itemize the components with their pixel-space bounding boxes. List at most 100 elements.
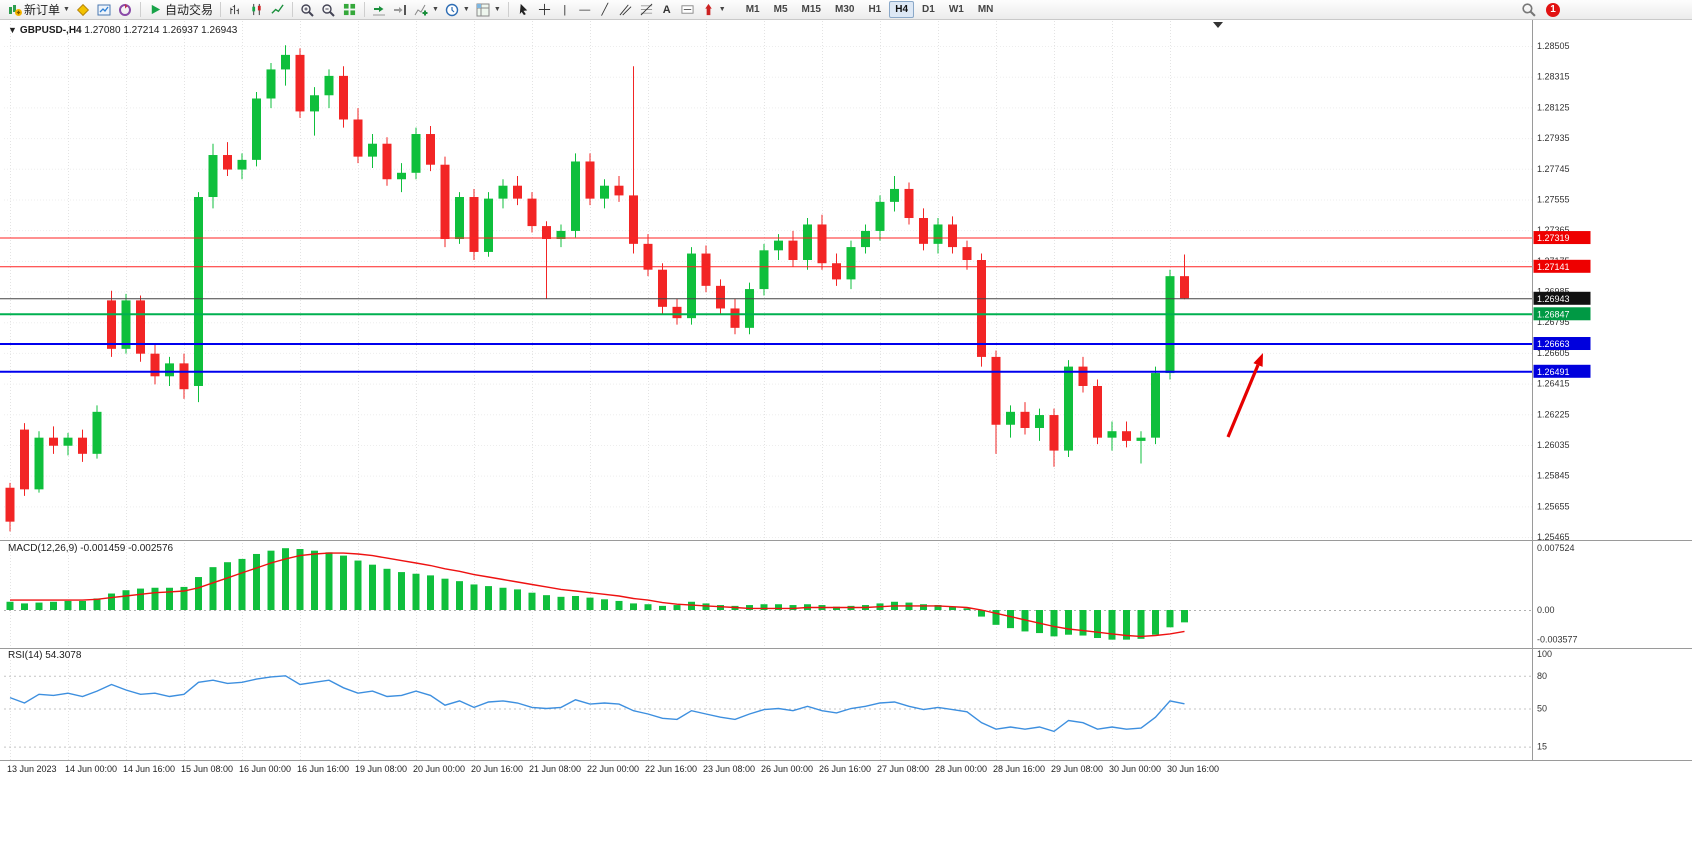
- new-order-button[interactable]: 新订单 ▼: [4, 1, 73, 19]
- price-badge-label: 1.27319: [1537, 233, 1570, 243]
- autoscroll-button[interactable]: [369, 1, 390, 19]
- price-badge-label: 1.26663: [1537, 339, 1570, 349]
- macd-histogram-bar: [514, 589, 521, 610]
- candle: [49, 437, 58, 446]
- chart-shift-button[interactable]: [390, 1, 411, 19]
- zoom-out-button[interactable]: [318, 1, 339, 19]
- timeframe-button-h1[interactable]: H1: [868, 4, 882, 15]
- text-tool-button[interactable]: A: [657, 1, 677, 19]
- chevron-down-icon: ▼: [63, 6, 70, 13]
- periods-button[interactable]: ▼: [442, 1, 473, 19]
- zoom-in-button[interactable]: [297, 1, 318, 19]
- timeframe-button-h4[interactable]: H4: [889, 1, 915, 18]
- time-axis-label: 15 Jun 08:00: [181, 764, 233, 774]
- macd-histogram-bar: [209, 567, 217, 610]
- candle: [368, 143, 377, 157]
- macd-histogram-bar: [1050, 610, 1058, 637]
- toolbar: 新订单 ▼ 自动交易: [0, 0, 1692, 20]
- candle: [179, 363, 189, 390]
- chevron-down-icon: ▼: [462, 6, 470, 13]
- trendline-tool-button[interactable]: ╱: [595, 1, 615, 19]
- price-badge: [1533, 364, 1591, 378]
- macd-histogram-bar: [427, 575, 434, 610]
- timeframe-button-m30[interactable]: M30: [834, 4, 855, 15]
- price-badge: [1533, 231, 1591, 245]
- timeframe-button-m15[interactable]: M15: [801, 4, 821, 15]
- macd-histogram-bar: [137, 588, 144, 610]
- symbol-label: GBPUSD-,H4: [19, 25, 82, 36]
- candle: [803, 224, 812, 261]
- candle: [455, 197, 464, 240]
- price-axis-label: 1.27745: [1537, 164, 1570, 174]
- candle: [121, 300, 131, 349]
- vertical-line-tool-button[interactable]: |: [555, 1, 575, 19]
- time-axis-label: 27 Jun 08:00: [877, 764, 929, 774]
- indicators-icon: [414, 2, 429, 17]
- horizontal-line-icon: —: [579, 3, 591, 16]
- time-axis-label: 20 Jun 16:00: [471, 764, 523, 774]
- arrows-tool-button[interactable]: ▼: [698, 1, 729, 19]
- price-badge-label: 1.26943: [1537, 294, 1570, 304]
- price-axis-label: 1.26985: [1537, 287, 1570, 297]
- market-watch-button[interactable]: [94, 1, 115, 19]
- macd-histogram-bar: [282, 548, 289, 610]
- candle: [875, 201, 885, 231]
- candle: [223, 155, 232, 170]
- notification-badge[interactable]: 1: [1546, 2, 1560, 17]
- autotrading-label: 自动交易: [164, 3, 213, 17]
- timeframe-button-d1[interactable]: D1: [922, 4, 935, 15]
- zoom-in-icon: [300, 2, 315, 17]
- metaeditor-button[interactable]: [73, 1, 94, 19]
- crosshair-tool-button[interactable]: [534, 1, 555, 19]
- macd-histogram-bar: [644, 604, 652, 610]
- one-click-trading-toggle[interactable]: ▼: [8, 25, 17, 35]
- horizontal-line-tool-button[interactable]: —: [575, 1, 595, 19]
- macd-histogram-bar: [934, 605, 942, 610]
- candle: [527, 198, 537, 227]
- indicators-button[interactable]: ▼: [411, 1, 442, 19]
- tile-windows-button[interactable]: [339, 1, 360, 19]
- zoom-out-icon: [321, 2, 336, 17]
- time-axis-label: 30 Jun 00:00: [1109, 764, 1161, 774]
- timeframe-button-m5[interactable]: M5: [773, 4, 788, 15]
- timeframe-button-mn[interactable]: MN: [977, 4, 994, 15]
- time-axis-label: 14 Jun 16:00: [123, 764, 175, 774]
- candlestick-icon: [249, 2, 264, 17]
- navigator-button[interactable]: [115, 1, 136, 19]
- macd-indicator-label: MACD(12,26,9) -0.001459 -0.002576: [8, 543, 173, 554]
- search-icon[interactable]: [1521, 2, 1536, 17]
- chart-shift-marker-icon[interactable]: [1213, 22, 1223, 28]
- macd-histogram-bar: [79, 600, 86, 610]
- autotrading-button[interactable]: 自动交易: [145, 1, 216, 19]
- candle: [1136, 437, 1146, 441]
- candle: [107, 300, 116, 349]
- macd-histogram-bar: [1094, 610, 1101, 639]
- macd-histogram-bar: [369, 564, 376, 610]
- time-axis-label: 23 Jun 08:00: [703, 764, 755, 774]
- candle: [1151, 373, 1160, 438]
- candle: [643, 243, 653, 270]
- timeframe-button-w1[interactable]: W1: [948, 4, 964, 15]
- candle: [614, 185, 624, 196]
- channel-tool-button[interactable]: [615, 1, 636, 19]
- templates-button[interactable]: ▼: [473, 1, 504, 19]
- price-axis-label: 1.26035: [1537, 440, 1570, 450]
- bar-chart-button[interactable]: [225, 1, 246, 19]
- macd-histogram-bar: [499, 587, 507, 610]
- candlestick-chart-button[interactable]: [246, 1, 267, 19]
- fibonacci-tool-button[interactable]: [636, 1, 657, 19]
- macd-histogram-bar: [470, 584, 478, 610]
- price-axis-label: 1.27365: [1537, 225, 1570, 235]
- label-tool-button[interactable]: [677, 1, 698, 19]
- line-chart-button[interactable]: [267, 1, 288, 19]
- arrow-annotation[interactable]: [1226, 364, 1260, 438]
- macd-name: MACD(12,26,9): [8, 543, 78, 554]
- candle: [817, 224, 827, 264]
- timeframe-bar: M1 M5 M15 M30 H1 H4 D1 W1 MN: [739, 1, 1001, 18]
- rsi-name: RSI(14): [8, 650, 43, 661]
- arrow-marker-icon: [701, 2, 716, 17]
- cursor-tool-button[interactable]: [513, 1, 534, 19]
- arrow-annotation-head[interactable]: [1253, 353, 1263, 367]
- timeframe-button-m1[interactable]: M1: [745, 4, 760, 15]
